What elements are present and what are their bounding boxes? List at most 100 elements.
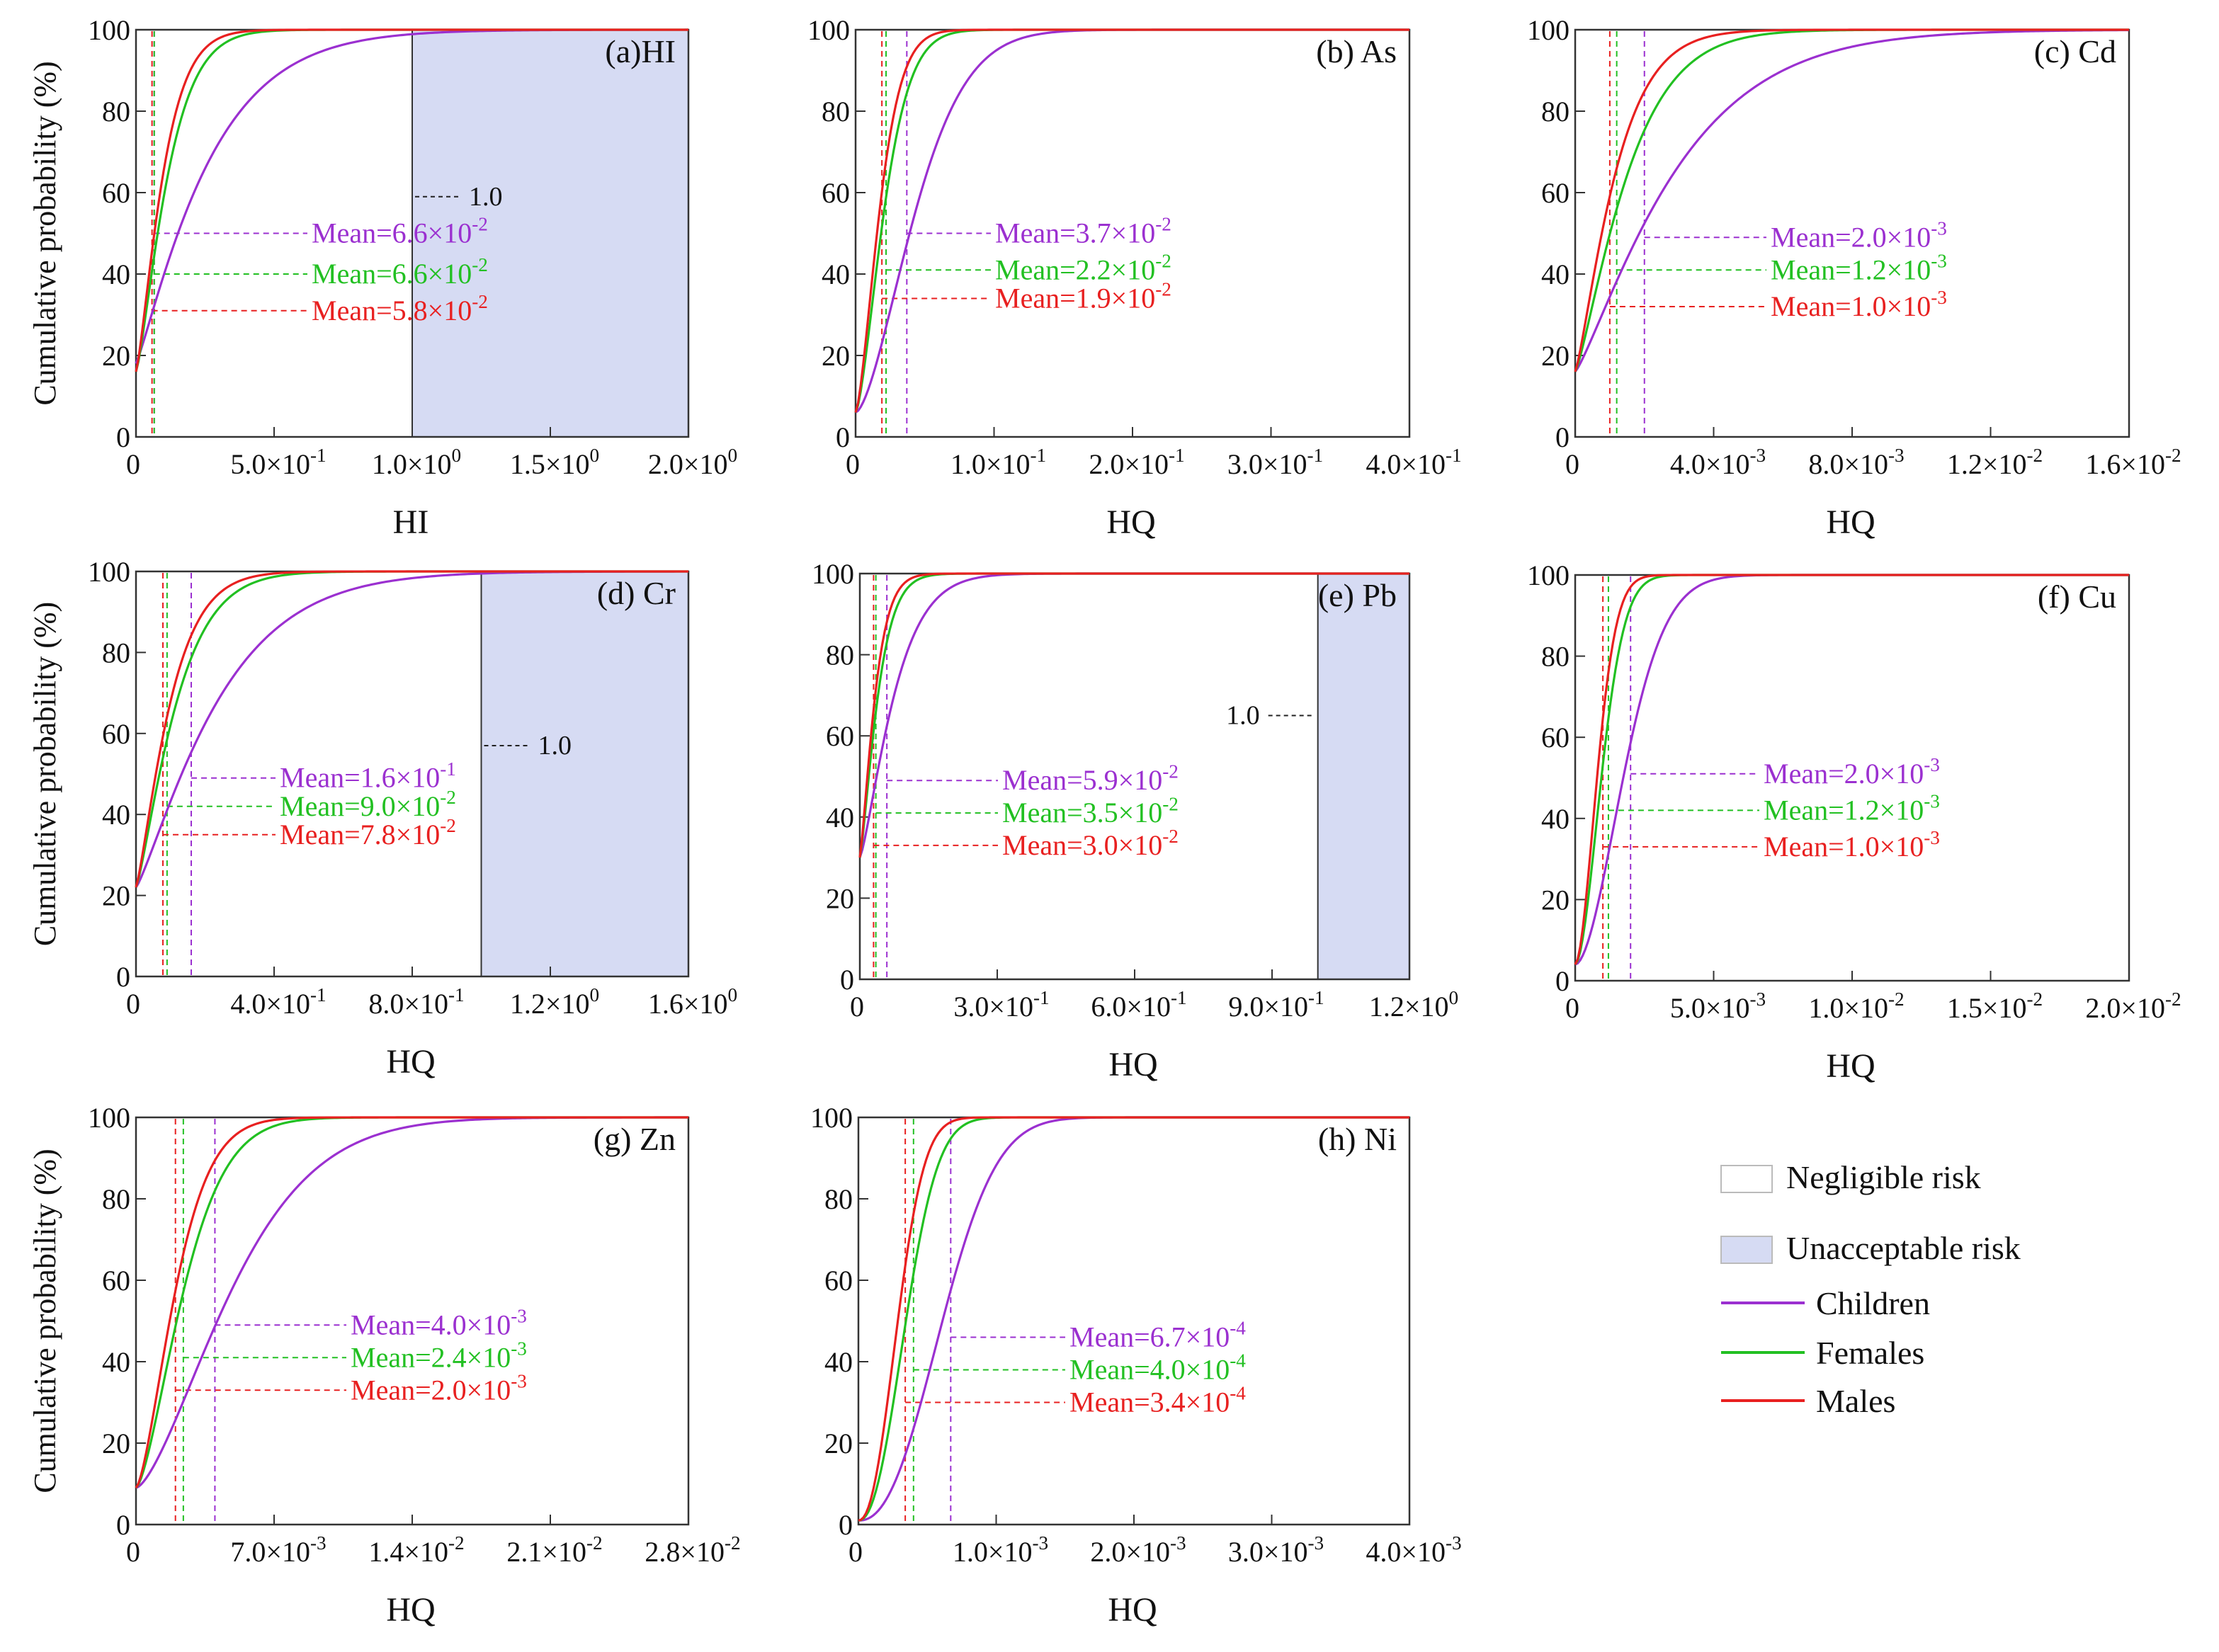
mean-label-children: Mean=2.0×10-3 — [1771, 217, 1947, 253]
mean-label-females-mantissa: Mean=2.4×10 — [351, 1341, 511, 1373]
cdf-line-males — [1574, 28, 2129, 372]
x-tick-label: 3.0×10-3 — [1228, 1532, 1324, 1568]
y-tick-label: 0 — [116, 961, 130, 993]
mean-label-females-mantissa: Mean=4.0×10 — [1069, 1354, 1230, 1386]
cdf-line-males — [858, 572, 1409, 858]
x-tick-label-exponent: -3 — [1446, 1532, 1462, 1554]
x-tick-label-mantissa: 1.6×10 — [648, 988, 728, 1020]
panel-title: (a)HI — [605, 33, 676, 69]
y-tick-label: 80 — [822, 96, 850, 127]
y-tick-label: 60 — [102, 1265, 130, 1297]
x-tick-label: 1.2×100 — [1369, 987, 1458, 1022]
x-tick-label: 8.0×10-1 — [368, 984, 464, 1020]
mean-label-children-mantissa: Mean=1.6×10 — [280, 762, 440, 794]
x-tick-label: 1.5×10-2 — [1947, 989, 2043, 1024]
x-tick-label-mantissa: 0 — [126, 1536, 140, 1568]
y-tick-label: 100 — [88, 1102, 130, 1134]
x-tick-label-exponent: -2 — [2165, 445, 2181, 466]
x-tick-label-mantissa: 0 — [846, 448, 860, 480]
y-tick-label: 0 — [116, 421, 130, 453]
x-tick-label: 1.0×10-3 — [953, 1532, 1048, 1568]
mean-label-females: Mean=6.6×10-2 — [312, 254, 488, 290]
x-tick-label-exponent: -1 — [310, 984, 327, 1006]
x-tick-label-exponent: -3 — [1170, 1532, 1186, 1554]
mean-label-males: Mean=7.8×10-2 — [280, 815, 456, 850]
x-tick-label-mantissa: 8.0×10 — [368, 988, 448, 1020]
x-tick-label: 1.0×10-1 — [950, 445, 1046, 480]
y-tick-label: 80 — [1541, 96, 1570, 127]
x-tick-label: 4.0×10-3 — [1366, 1532, 1461, 1568]
x-tick-label: 0 — [1565, 448, 1579, 480]
cdf-line-females — [858, 1116, 1409, 1522]
cdf-line-males — [135, 28, 688, 372]
y-tick-label: 40 — [102, 258, 130, 290]
mean-label-females-exponent: -2 — [472, 254, 488, 275]
mean-label-females-mantissa: Mean=1.2×10 — [1771, 254, 1931, 285]
x-tick-label-exponent: -1 — [310, 445, 327, 466]
x-tick-label: 1.0×100 — [372, 445, 461, 480]
y-tick-label: 40 — [824, 1346, 853, 1378]
x-tick-label-mantissa: 1.2×10 — [1947, 448, 2027, 480]
x-tick-label: 7.0×10-3 — [230, 1532, 326, 1568]
x-tick-label: 0 — [850, 991, 864, 1022]
legend-swatch-box — [1720, 1236, 1773, 1264]
mean-label-males: Mean=2.0×10-3 — [351, 1370, 527, 1406]
x-tick-label-exponent: -1 — [1171, 987, 1187, 1008]
x-tick-label-exponent: -1 — [1307, 445, 1323, 466]
y-tick-label: 80 — [824, 1183, 853, 1215]
x-tick-label: 1.0×10-2 — [1808, 989, 1904, 1024]
cdf-line-children — [135, 1116, 688, 1489]
x-tick-label: 2.0×10-1 — [1089, 445, 1184, 480]
y-tick-label: 60 — [1541, 722, 1570, 753]
x-tick-label-mantissa: 6.0×10 — [1091, 991, 1171, 1022]
x-tick-label-mantissa: 5.0×10 — [1670, 992, 1750, 1024]
mean-label-females: Mean=2.2×10-2 — [995, 250, 1171, 285]
x-tick-label-exponent: -2 — [448, 1532, 465, 1554]
legend-label: Males — [1816, 1383, 1895, 1419]
y-tick-label: 80 — [102, 1183, 130, 1215]
mean-label-children: Mean=2.0×10-3 — [1764, 754, 1940, 790]
x-axis-label: HQ — [386, 1591, 435, 1629]
cdf-line-males — [854, 28, 1409, 413]
x-tick-label: 0 — [849, 1536, 863, 1568]
mean-label-children-mantissa: Mean=5.9×10 — [1002, 764, 1162, 796]
x-tick-label-mantissa: 3.0×10 — [1227, 448, 1307, 480]
x-tick-label-exponent: -1 — [1308, 987, 1324, 1008]
x-tick-label: 0 — [126, 448, 140, 480]
x-tick-label-exponent: -2 — [2026, 445, 2043, 466]
x-tick-label-exponent: 0 — [727, 445, 737, 466]
y-tick-label: 0 — [840, 964, 854, 996]
x-axis-label: HQ — [1108, 1591, 1157, 1629]
x-axis-label: HQ — [1108, 1046, 1157, 1083]
mean-label-males: Mean=1.0×10-3 — [1771, 287, 1947, 322]
y-tick-label: 20 — [102, 340, 130, 372]
unacceptable-risk-region — [412, 29, 689, 438]
mean-label-males-exponent: -4 — [1230, 1383, 1246, 1404]
y-tick-label: 20 — [822, 340, 850, 372]
mean-label-children-mantissa: Mean=2.0×10 — [1764, 758, 1924, 790]
y-tick-label: 100 — [88, 556, 130, 588]
mean-label-females: Mean=3.5×10-2 — [1002, 793, 1179, 828]
x-tick-label-mantissa: 1.6×10 — [2085, 448, 2165, 480]
y-tick-label: 20 — [1541, 884, 1570, 916]
x-tick-label-mantissa: 2.1×10 — [506, 1536, 586, 1568]
mean-label-females-mantissa: Mean=3.5×10 — [1002, 797, 1162, 828]
y-tick-label: 20 — [1541, 340, 1570, 372]
x-tick-label: 0 — [1565, 992, 1579, 1024]
cdf-line-children — [1574, 28, 2130, 372]
mean-label-males-mantissa: Mean=3.0×10 — [1002, 829, 1162, 861]
mean-label-children-mantissa: Mean=2.0×10 — [1771, 221, 1931, 253]
x-tick-label-exponent: -1 — [1446, 445, 1462, 466]
x-tick-label-exponent: -2 — [2026, 989, 2043, 1010]
y-tick-label: 60 — [1541, 177, 1570, 209]
x-tick-label-mantissa: 2.0×10 — [648, 448, 728, 480]
y-tick-label: 0 — [1555, 421, 1570, 453]
mean-label-children: Mean=4.0×10-3 — [351, 1305, 527, 1340]
x-tick-label-mantissa: 2.0×10 — [1089, 448, 1169, 480]
x-tick-label-mantissa: 4.0×10 — [1366, 1536, 1446, 1568]
mean-label-males-mantissa: Mean=1.0×10 — [1764, 831, 1924, 862]
x-axis-label: HQ — [1826, 1047, 1875, 1085]
mean-label-females-mantissa: Mean=9.0×10 — [280, 790, 440, 822]
